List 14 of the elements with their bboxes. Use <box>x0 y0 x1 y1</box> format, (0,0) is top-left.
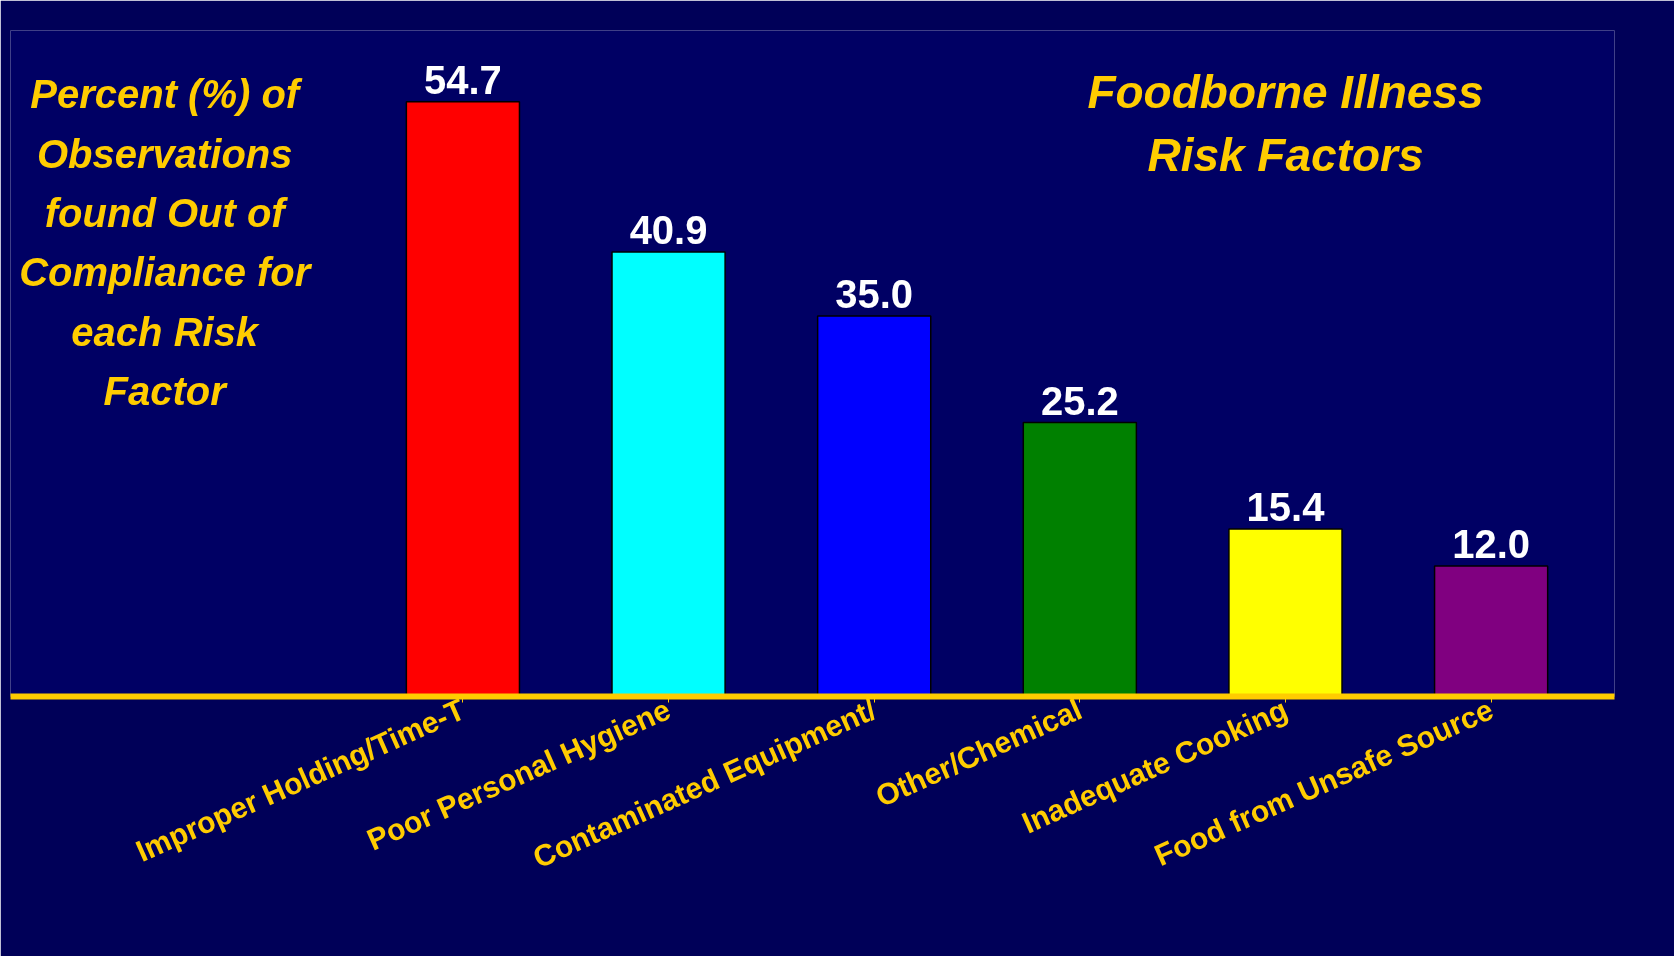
data-label: 54.7 <box>423 57 502 102</box>
data-label: 35.0 <box>835 272 914 317</box>
bar <box>1433 565 1549 697</box>
data-label: 12.0 <box>1452 522 1531 567</box>
bar <box>405 101 521 697</box>
bar <box>611 251 726 697</box>
bar <box>816 315 932 697</box>
bar <box>1022 421 1138 697</box>
data-label: 15.4 <box>1246 485 1326 530</box>
bar <box>1228 528 1343 697</box>
y-axis-title: Percent (%) of Observations found Out of Compliance for each Risk Factor <box>19 72 313 414</box>
data-label: 40.9 <box>629 207 708 252</box>
chart-title: Foodborne Illness Risk Factors <box>1087 66 1484 181</box>
data-label: 25.2 <box>1040 378 1119 423</box>
